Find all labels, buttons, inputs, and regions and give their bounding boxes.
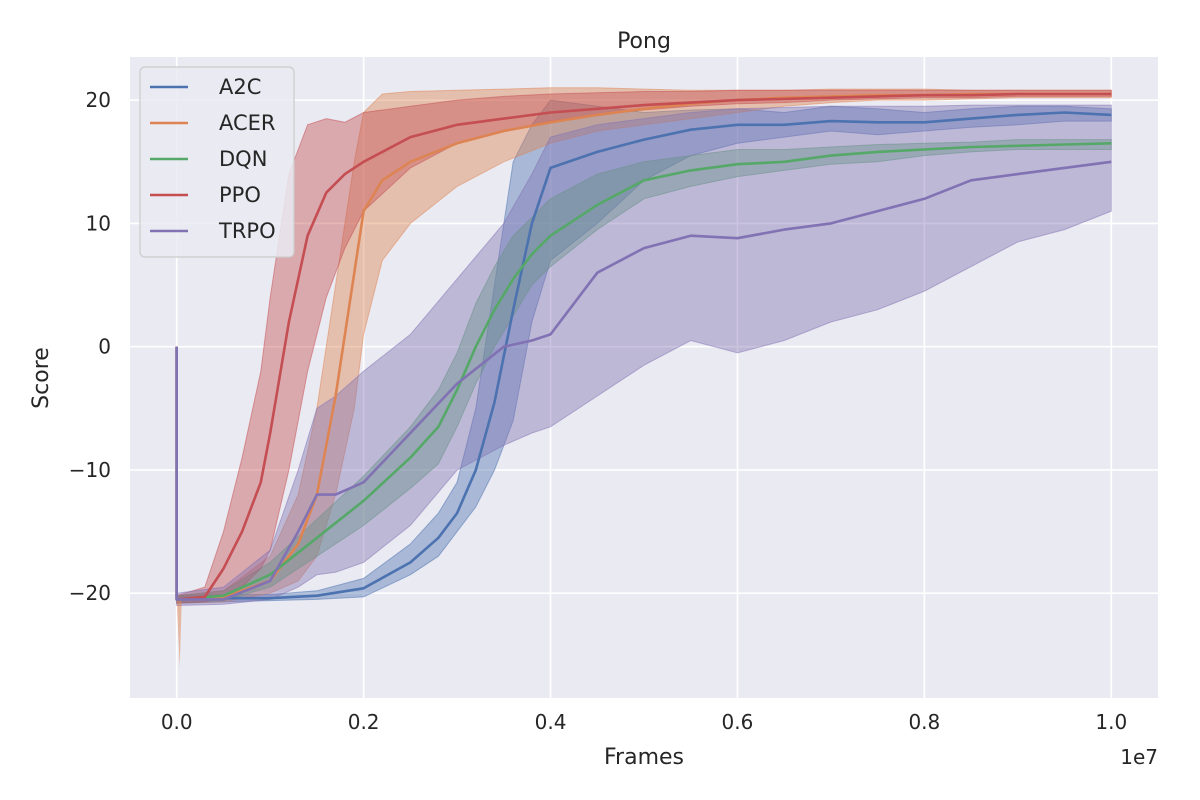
legend-label-trpo: TRPO <box>218 219 276 243</box>
trpo-line <box>175 160 1112 601</box>
ppo-line <box>175 92 1112 601</box>
legend-box <box>139 66 295 258</box>
x-axis-title: Frames <box>604 745 684 770</box>
x-axis-offset-label: 1e7 <box>1120 745 1158 769</box>
a2c-line <box>175 111 1112 601</box>
y-tick-label: 0 <box>98 335 111 359</box>
y-tick-label: −20 <box>69 581 111 605</box>
y-tick-label: −10 <box>69 458 111 482</box>
acer-band <box>176 87 1112 604</box>
legend-label-acer: ACER <box>219 111 276 135</box>
x-tick-label: 0.8 <box>908 710 940 734</box>
legend-label-dqn: DQN <box>219 147 267 171</box>
dqn-line <box>175 142 1112 601</box>
x-tick-label: 0.2 <box>348 710 380 734</box>
x-tick-label: 0.0 <box>161 710 193 734</box>
y-axis-title: Score <box>29 347 54 409</box>
chart-title: Pong <box>617 29 671 54</box>
acer-startup-band <box>176 599 182 668</box>
y-tick-label: 10 <box>86 211 111 235</box>
plot-area <box>130 57 1158 698</box>
trpo-band <box>176 104 1112 607</box>
tick-labels: 0.0 0.2 0.4 0.6 0.8 1.0 −20 −10 0 10 20 <box>69 88 1127 734</box>
confidence-bands <box>176 87 1112 668</box>
series-lines <box>175 92 1112 601</box>
x-tick-label: 1.0 <box>1095 710 1127 734</box>
legend: A2C ACER DQN PPO TRPO <box>139 66 295 258</box>
legend-label-ppo: PPO <box>219 183 261 207</box>
ppo-band <box>176 89 1112 604</box>
x-tick-label: 0.4 <box>535 710 567 734</box>
legend-label-a2c: A2C <box>219 75 261 99</box>
y-tick-label: 20 <box>86 88 111 112</box>
x-tick-label: 0.6 <box>722 710 754 734</box>
